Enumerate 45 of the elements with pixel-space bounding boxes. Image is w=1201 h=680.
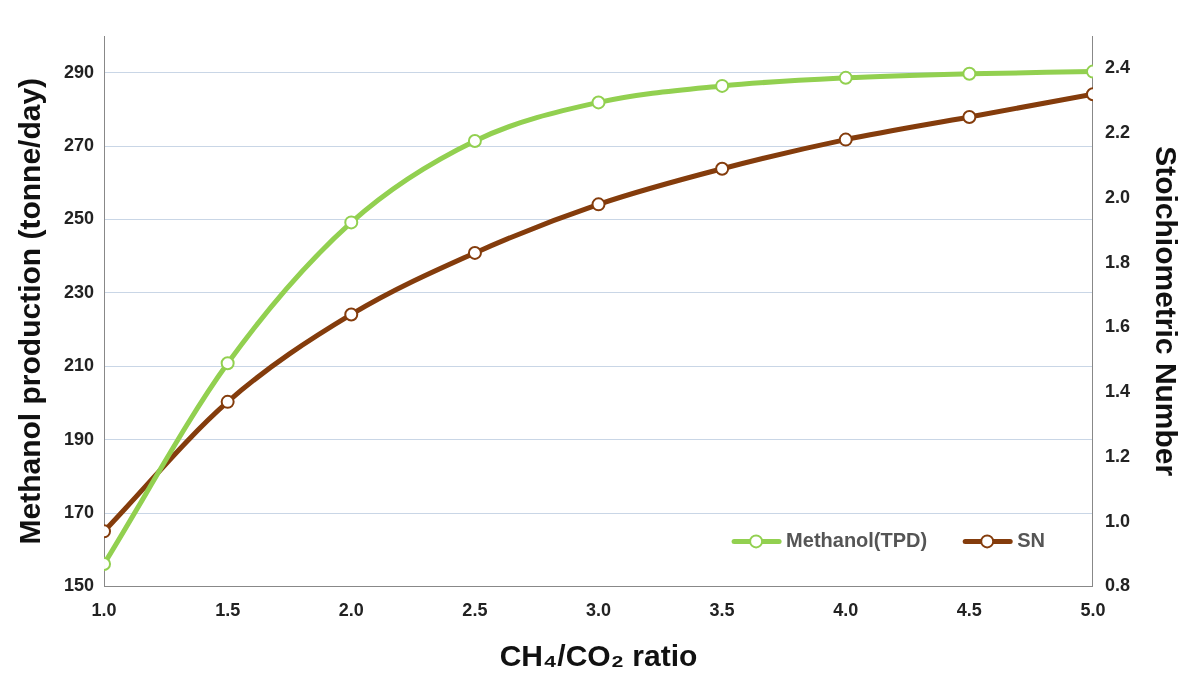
legend-label: SN [1017,528,1045,551]
point [220,394,235,409]
point [467,133,482,148]
x-tick-label: 3.5 [709,600,735,621]
y2-tick-label: 1.4 [1104,381,1131,402]
y-tick-label: 170 [63,501,95,522]
y-tick-label: 150 [63,575,95,596]
y-tick-label: 210 [63,355,95,376]
x-tick-label: 1.0 [91,600,117,621]
point [467,245,482,260]
legend-label: Methanol(TPD) [786,528,928,551]
y2-tick-label: 2.2 [1104,122,1131,143]
point [838,70,853,85]
point [220,356,235,371]
y2-tick-label: 0.8 [1104,575,1131,596]
y2-tick-label: 1.6 [1104,316,1131,337]
y-tick-label: 270 [63,135,95,156]
y2-tick-label: 1.2 [1104,445,1131,466]
x-tick-label: 1.5 [215,600,241,621]
x-tick-label: 4.5 [956,600,982,621]
y2-tick-label: 2.0 [1104,186,1131,207]
y2-tick-label: 1.0 [1104,510,1131,531]
y2-axis-title: Stoichiometric Number [1149,146,1183,477]
point [962,66,977,81]
point [715,78,730,93]
x-tick-label: 4.0 [833,600,859,621]
x-tick-label: 2.5 [462,600,488,621]
y-tick-label: 250 [63,208,95,229]
y-tick-label: 230 [63,281,95,302]
x-tick-label: 2.0 [338,600,364,621]
point [591,95,606,110]
x-tick-label: 5.0 [1080,600,1106,621]
point [715,161,730,176]
point [344,215,359,230]
x-axis-title: CH₄/CO₂ ratio [499,639,698,673]
y-axis-title: Methanol production (tonne/day) [13,77,47,545]
x-tick-label: 3.0 [585,600,612,621]
point [344,307,359,322]
y-tick-label: 190 [63,428,95,449]
point [838,132,853,147]
y-tick-label: 290 [63,61,95,82]
y2-tick-label: 1.8 [1104,251,1131,272]
point [591,197,606,212]
point [962,109,977,124]
y2-tick-label: 2.4 [1104,57,1131,78]
